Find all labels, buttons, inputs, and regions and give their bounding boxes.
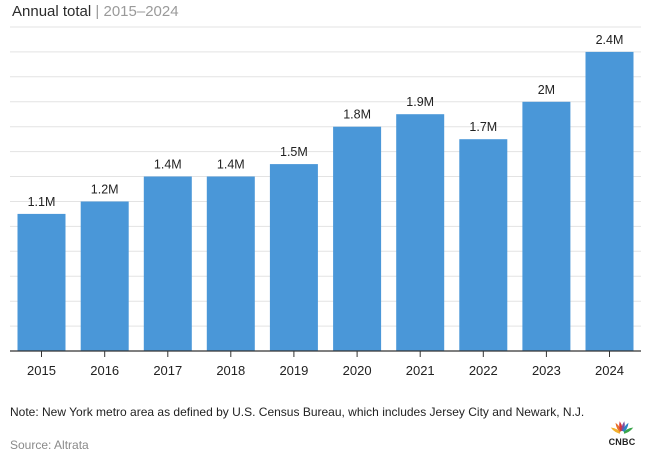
bar-value-label: 2M xyxy=(538,83,555,97)
bar xyxy=(522,101,571,351)
bar xyxy=(80,201,129,351)
x-tick-label: 2016 xyxy=(90,363,119,378)
cnbc-peacock-icon xyxy=(610,421,634,435)
peacock-feather xyxy=(622,427,634,434)
bar xyxy=(459,139,508,351)
x-tick-label: 2024 xyxy=(595,363,624,378)
peacock-feather xyxy=(622,422,629,434)
bar xyxy=(396,114,445,351)
footnote: Note: New York metro area as defined by … xyxy=(10,405,585,419)
x-axis: 2015 2016 2017 2018 2019 2020 2021 2022 2023 2024 xyxy=(10,350,641,378)
bar xyxy=(17,213,66,351)
x-tick-label: 2021 xyxy=(406,363,435,378)
bar xyxy=(585,51,634,352)
x-tick-label: 2019 xyxy=(279,363,308,378)
data-labels: 1.1M 1.2M 1.4M 1.4M 1.5M 1.8M 1.9M 1.7M 2M 2.4M xyxy=(28,33,624,209)
bar-value-label: 2.4M xyxy=(596,33,624,47)
chart-title: Annual total xyxy=(12,3,92,20)
bar-value-label: 1.1M xyxy=(28,195,56,209)
cnbc-logo-text: CNBC xyxy=(608,437,636,447)
bar-value-label: 1.8M xyxy=(343,108,371,122)
peacock-feather xyxy=(610,427,622,434)
x-tick-label: 2018 xyxy=(216,363,245,378)
bar-value-label: 1.5M xyxy=(280,145,308,159)
source-line: Source: Altrata xyxy=(10,438,89,452)
x-tick-label: 2015 xyxy=(27,363,56,378)
bar-value-label: 1.7M xyxy=(469,120,497,134)
x-tick-label: 2023 xyxy=(532,363,561,378)
x-tick-label: 2022 xyxy=(469,363,498,378)
bar-chart: 1.1M 1.2M 1.4M 1.4M 1.5M 1.8M 1.9M 1.7M 2M 2.4M 2… xyxy=(10,26,641,378)
peacock-feather xyxy=(615,422,622,434)
bar xyxy=(143,176,192,351)
bar-value-label: 1.4M xyxy=(217,158,245,172)
x-tick-label: 2020 xyxy=(343,363,372,378)
bar xyxy=(206,176,255,351)
bar-value-label: 1.2M xyxy=(91,183,119,197)
bars xyxy=(17,51,634,352)
title-separator: | xyxy=(95,3,100,20)
peacock-feather xyxy=(621,421,625,434)
bar-value-label: 1.9M xyxy=(406,95,434,109)
chart-subtitle: 2015–2024 xyxy=(103,3,179,20)
chart-header: Annual total | 2015–2024 xyxy=(12,2,179,22)
x-tick-label: 2017 xyxy=(153,363,182,378)
bar-value-label: 1.4M xyxy=(154,158,182,172)
bar xyxy=(269,164,318,351)
cnbc-logo: CNBC xyxy=(605,412,639,452)
bar xyxy=(333,126,382,351)
peacock-body xyxy=(620,431,624,435)
